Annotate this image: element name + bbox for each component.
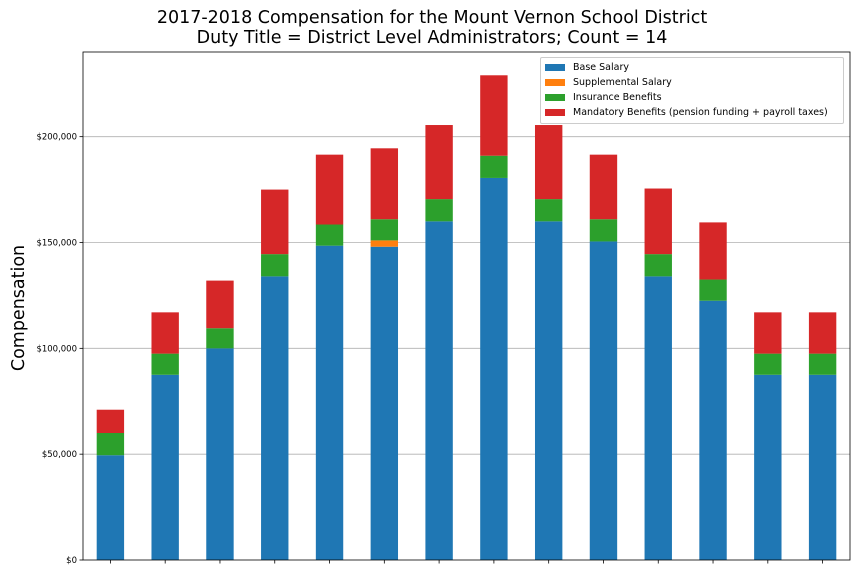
bar-segment-2-1	[151, 353, 179, 375]
chart-legend: Base Salary Supplemental Salary Insurance …	[540, 57, 844, 124]
bar-segment-2-10	[644, 254, 672, 277]
bar-segment-0-0	[96, 455, 125, 560]
legend-label: Insurance Benefits	[573, 92, 662, 103]
bar-segment-0-3	[261, 276, 289, 560]
legend-swatch	[545, 109, 565, 116]
y-tick-label: $100,000	[36, 344, 77, 354]
legend-label: Mandatory Benefits (pension funding + pa…	[573, 107, 828, 118]
chart-title: 2017-2018 Compensation for the Mount Ver…	[0, 8, 864, 48]
legend-swatch	[545, 64, 565, 71]
bar-segment-3-3	[261, 189, 289, 255]
bar-segment-0-2	[206, 348, 234, 560]
legend-item: Insurance Benefits	[545, 90, 837, 105]
legend-item: Base Salary	[545, 60, 837, 75]
legend-item: Mandatory Benefits (pension funding + pa…	[545, 105, 837, 120]
y-tick-label: $50,000	[42, 450, 77, 460]
bar-segment-3-1	[151, 312, 179, 354]
legend-item: Supplemental Salary	[545, 75, 837, 90]
bar-segment-3-0	[96, 409, 125, 433]
legend-label: Base Salary	[573, 62, 629, 73]
bar-segment-3-9	[589, 154, 618, 220]
bar-segment-2-12	[754, 353, 782, 375]
bar-segment-0-1	[151, 374, 179, 560]
bar-segment-0-7	[480, 177, 508, 561]
y-tick-label: $200,000	[36, 133, 77, 143]
bar-segment-3-13	[808, 312, 837, 354]
bar-segment-0-12	[754, 374, 782, 560]
bar-segment-2-0	[96, 433, 125, 456]
bar-segment-2-13	[808, 353, 837, 375]
bar-segment-2-7	[480, 155, 508, 178]
bar-segment-0-5	[370, 246, 399, 560]
chart-title-line-1: 2017-2018 Compensation for the Mount Ver…	[156, 8, 708, 28]
legend-swatch	[545, 79, 565, 86]
bar-segment-3-11	[699, 222, 727, 280]
bar-segment-2-2	[206, 328, 234, 349]
bar-segment-3-8	[534, 125, 563, 200]
bar-segment-0-4	[315, 245, 344, 561]
bar-segment-2-6	[425, 199, 453, 222]
bar-segment-0-9	[589, 241, 618, 561]
y-tick-label: $0	[66, 556, 77, 566]
legend-swatch	[545, 94, 565, 101]
chart-title-line-2: Duty Title = District Level Administrato…	[196, 28, 668, 48]
bar-segment-0-13	[808, 374, 837, 560]
bar-segment-2-5	[370, 219, 399, 241]
bar-segment-2-9	[589, 219, 618, 242]
bar-segment-3-12	[754, 312, 782, 354]
y-tick-label: $150,000	[36, 239, 77, 249]
bar-segment-3-4	[315, 154, 344, 225]
bar-segment-0-11	[699, 300, 727, 560]
legend-label: Supplemental Salary	[573, 77, 672, 88]
bar-segment-3-7	[480, 75, 508, 156]
plot-frame	[82, 51, 851, 561]
bar-segment-3-6	[425, 125, 453, 200]
bar-segment-2-8	[534, 199, 563, 222]
bar-segment-0-10	[644, 276, 672, 560]
bar-segment-0-6	[425, 221, 453, 561]
bar-segment-3-2	[206, 280, 234, 329]
bar-segment-2-4	[315, 224, 344, 246]
bar-segment-0-8	[534, 221, 563, 561]
bar-segment-2-11	[699, 279, 727, 301]
bar-segment-1-5	[370, 240, 399, 247]
bar-segment-3-5	[370, 148, 399, 220]
bar-segment-2-3	[261, 254, 289, 277]
bar-segment-3-10	[644, 188, 672, 255]
